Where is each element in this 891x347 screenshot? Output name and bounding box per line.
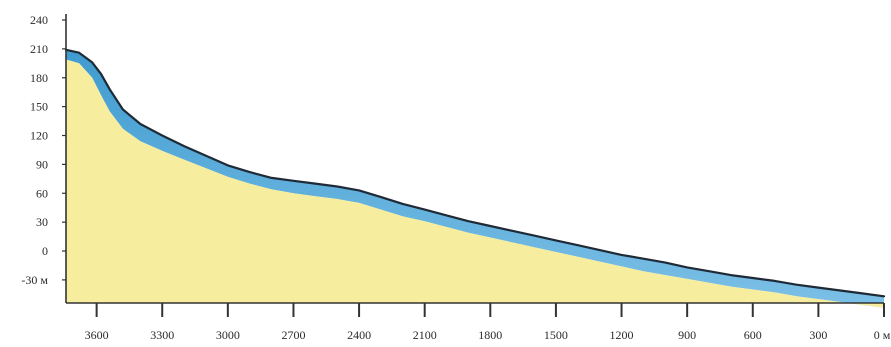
y-tick-label: 60 [36, 186, 48, 200]
x-tick-label: 1800 [478, 328, 502, 342]
y-tick-label: -30 м [21, 273, 48, 287]
y-tick-label: 30 [36, 215, 48, 229]
x-tick-label: 3600 [85, 328, 109, 342]
y-tick-label: 90 [36, 157, 48, 171]
x-tick-label: 900 [678, 328, 696, 342]
x-tick-label: 1500 [544, 328, 568, 342]
x-tick-label: 2700 [281, 328, 305, 342]
x-tick-label: 3000 [216, 328, 240, 342]
y-tick-label: 120 [30, 129, 48, 143]
sediment-area [66, 59, 884, 308]
y-tick-label: 240 [30, 13, 48, 27]
surface-outline-line [64, 48, 886, 298]
y-tick-label: 0 [42, 244, 48, 258]
x-tick-label: 3300 [150, 328, 174, 342]
x-tick-label: 2100 [413, 328, 437, 342]
x-tick-label: 0 м [874, 328, 891, 342]
axes-layer [65, 14, 884, 304]
x-tick-label: 600 [744, 328, 762, 342]
x-tick-label: 300 [809, 328, 827, 342]
x-tick-label: 2400 [347, 328, 371, 342]
area-layer [64, 48, 886, 308]
y-tick-label: 150 [30, 100, 48, 114]
y-tick-label: 210 [30, 42, 48, 56]
x-tick-label: 1200 [610, 328, 634, 342]
y-tick-label: 180 [30, 71, 48, 85]
